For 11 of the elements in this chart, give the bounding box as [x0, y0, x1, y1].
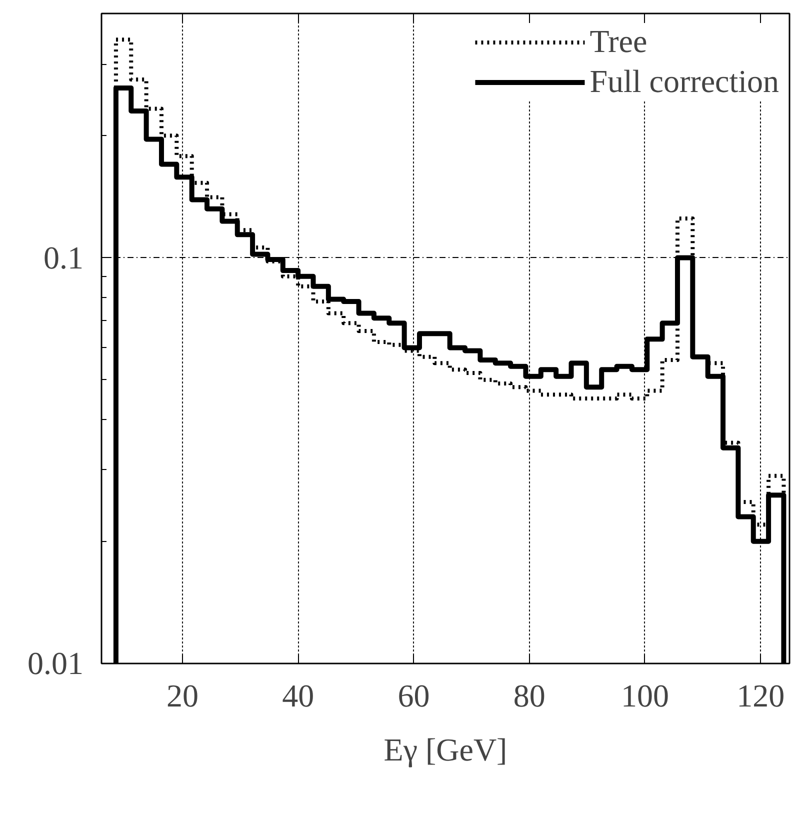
legend-label: Tree [590, 23, 648, 60]
x-axis-title: Eγ [GeV] [384, 732, 508, 768]
x-tick-label: 20 [166, 678, 198, 714]
x-tick-label: 60 [398, 678, 430, 714]
y-tick-label: 0.01 [28, 645, 84, 681]
x-tick-label: 80 [513, 678, 546, 714]
y-tick-label: 0.1 [44, 239, 84, 276]
x-tick-label: 100 [620, 678, 669, 714]
legend-label: Full correction [590, 63, 779, 100]
x-tick-label: 120 [736, 678, 785, 714]
x-tick-label: 40 [282, 678, 314, 714]
